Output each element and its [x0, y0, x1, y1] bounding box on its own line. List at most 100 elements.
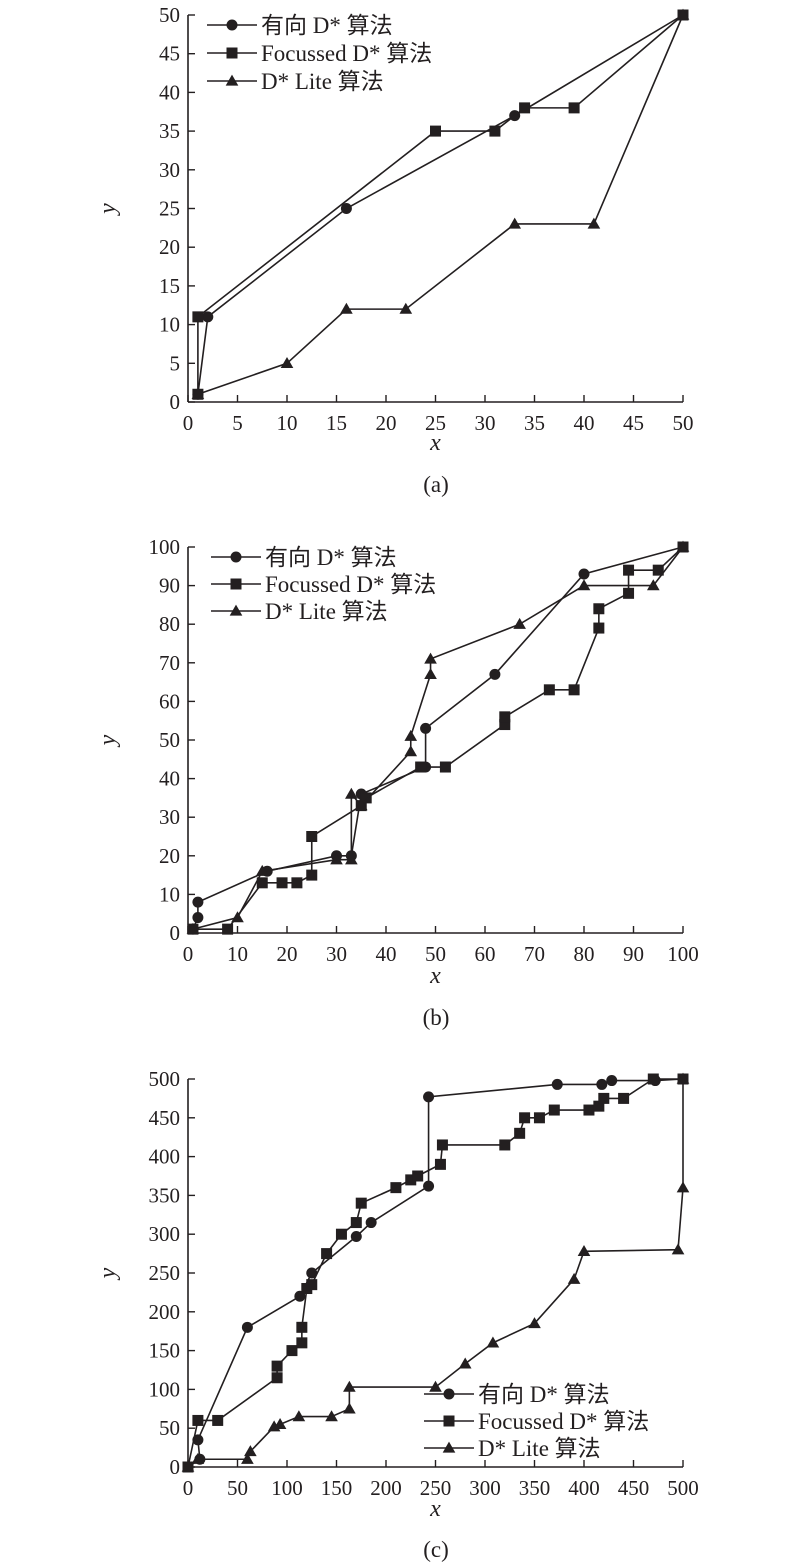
chart-panel-a: 0 5 10 15 20 25 30 35 40 45 50 0 5 10 15 20 25 30 35 40 45 50…: [0, 0, 800, 510]
chart-c-y-tick-label: 150: [149, 1339, 181, 1363]
chart-b-series-2-point: [439, 761, 451, 773]
chart-c-x-tick-label: 100: [271, 1476, 303, 1500]
chart-c-x-axis-label: x: [429, 1496, 441, 1522]
chart-c-y-tick-label: 100: [149, 1377, 181, 1401]
chart-c-series-2-point: [192, 1414, 204, 1426]
chart-c-x-tick-label: 200: [370, 1476, 402, 1500]
chart-c-caption: (c): [423, 1537, 449, 1562]
chart-a-x-tick-label: 0: [183, 411, 194, 435]
chart-b-series-1-point: [489, 668, 501, 680]
chart-a-x-tick-label: 15: [326, 411, 347, 435]
chart-c-x-tick-label: 500: [667, 1476, 699, 1500]
chart-b-x-tick-label: 10: [227, 942, 248, 966]
chart-b-legend-marker-2: [230, 578, 242, 590]
chart-b-x-tick-label: 80: [574, 942, 595, 966]
chart-c-legend-marker-2: [443, 1415, 455, 1427]
chart-a-x-tick-label: 30: [475, 411, 496, 435]
chart-b-series-3-point: [345, 787, 358, 799]
chart-b-y-axis-label: y: [95, 734, 121, 747]
chart-c-series-2-point: [499, 1139, 511, 1151]
chart-b-y-tick-label: 90: [159, 574, 180, 598]
chart-c-x-tick-label: 50: [227, 1476, 248, 1500]
chart-b-y-tick-label: 60: [159, 689, 180, 713]
chart-b-series-2-point: [543, 684, 555, 696]
chart-a-caption: (a): [423, 472, 449, 497]
chart-c-legend-label-3: D* Lite 算法: [478, 1436, 601, 1461]
chart-b-series-3-point: [255, 864, 269, 876]
chart-c-series-3-point: [676, 1072, 690, 1084]
chart-b-series-3-point: [354, 799, 368, 811]
chart-c-series-2: [182, 1073, 689, 1473]
chart-c-x-tick-label: 150: [321, 1476, 353, 1500]
chart-c-series-2-point: [405, 1174, 417, 1186]
chart-c-series-2-point: [212, 1414, 224, 1426]
chart-panel-b: 0 10 20 30 40 50 60 70 80 90 100 0 10 20 30 40 50 60 70 80 9…: [95, 535, 699, 1030]
chart-c-series-2-point: [618, 1092, 630, 1104]
chart-a-series-3-point: [587, 217, 601, 229]
chart-b-legend-marker-3: [229, 604, 243, 616]
chart-b-series-2-point: [593, 622, 605, 634]
chart-b-legend-marker-1: [230, 551, 242, 563]
chart-c-series-2-point: [350, 1217, 362, 1229]
chart-c-series-1-point: [606, 1075, 618, 1087]
chart-c-series-2-point: [533, 1112, 545, 1124]
chart-b-series-3-point: [404, 745, 418, 757]
chart-c-series-1-point: [596, 1078, 608, 1090]
chart-c-series-3-point: [343, 1402, 356, 1414]
chart-c-series-3-point: [325, 1410, 338, 1422]
chart-c-series-2-point: [434, 1158, 446, 1170]
chart-c-series-3-point: [191, 1452, 205, 1464]
chart-a-legend-label-2: Focussed D* 算法: [261, 41, 432, 66]
chart-b-series-2-point: [276, 877, 288, 889]
chart-b-svg: 0 10 20 30 40 50 60 70 80 90 100 0 10 20 30 40 50 60 70 80 9…: [95, 535, 699, 1030]
chart-c-x-tick-label: 0: [183, 1476, 194, 1500]
chart-c-series-2-point: [519, 1112, 531, 1124]
chart-b-legend-label-1: 有向 D* 算法: [265, 545, 397, 570]
chart-b-series-2-point: [499, 711, 511, 723]
chart-b-x-tick-label: 100: [667, 942, 699, 966]
chart-b-series-2-point: [652, 564, 664, 576]
chart-c-y-tick-label: 400: [149, 1145, 181, 1169]
chart-b-series-1-point: [578, 568, 590, 580]
chart-c-y-tick-label: 350: [149, 1183, 181, 1207]
chart-a-y-axis-label: y: [95, 203, 121, 216]
chart-b-series-2-point: [623, 587, 635, 599]
chart-b-series-2-point: [306, 869, 318, 881]
chart-b-x-tick-label: 60: [475, 942, 496, 966]
chart-a-x-tick-label: 25: [425, 411, 446, 435]
chart-b-x-tick-label: 90: [623, 942, 644, 966]
chart-b-series-3-point: [424, 652, 437, 664]
chart-b-series-3-point: [676, 540, 690, 552]
chart-a-series-3: [191, 8, 690, 399]
chart-c-series-3-point: [343, 1380, 356, 1392]
chart-b-caption: (b): [423, 1005, 450, 1030]
chart-a-legend: 有向 D* 算法 Focussed D* 算法 D* Lite 算法: [207, 13, 432, 94]
chart-c-series-2-point: [321, 1248, 333, 1260]
chart-a-series-2-point: [568, 102, 580, 114]
chart-b-series-1-point: [192, 896, 204, 908]
chart-b-series-3-point: [330, 853, 343, 865]
chart-a-series-2-point: [430, 125, 441, 137]
chart-a-y-tick-label: 0: [170, 390, 181, 414]
chart-b-series-3-point: [577, 579, 591, 591]
chart-b-series-2-point: [256, 877, 268, 889]
chart-b-x-tick-label: 50: [425, 942, 446, 966]
chart-a-legend-marker-2: [226, 47, 238, 59]
chart-c-y-axis-label: y: [95, 1267, 121, 1280]
chart-c-series-1-point: [551, 1078, 563, 1090]
chart-b-legend-label-3: D* Lite 算法: [265, 599, 388, 624]
chart-c-series-3-point: [567, 1272, 581, 1284]
chart-a-y-tick-label: 40: [159, 80, 180, 104]
chart-a-x-tick-label: 5: [232, 411, 243, 435]
chart-a-x-tick-label: 35: [524, 411, 545, 435]
chart-a-series-3-point: [676, 8, 690, 20]
chart-c-series-3-point: [458, 1357, 472, 1369]
chart-b-series-1-point: [420, 722, 432, 734]
chart-a-series-2-point: [519, 102, 531, 114]
chart-c-series-1-point: [241, 1321, 253, 1333]
chart-a-y-tick-label: 45: [159, 42, 180, 66]
chart-a-y-tick-label: 20: [159, 235, 180, 259]
chart-b-series-3-point: [345, 853, 358, 865]
chart-c-legend-marker-3: [442, 1441, 456, 1453]
chart-c-series-3-point: [577, 1244, 591, 1256]
